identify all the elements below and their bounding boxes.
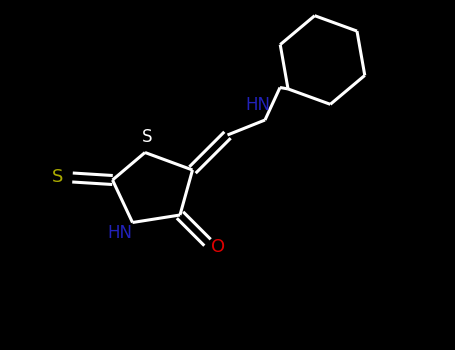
Text: HN: HN (107, 224, 132, 241)
Text: S: S (52, 168, 63, 186)
Text: HN: HN (245, 96, 270, 114)
Text: O: O (212, 238, 226, 257)
Text: S: S (142, 128, 153, 147)
